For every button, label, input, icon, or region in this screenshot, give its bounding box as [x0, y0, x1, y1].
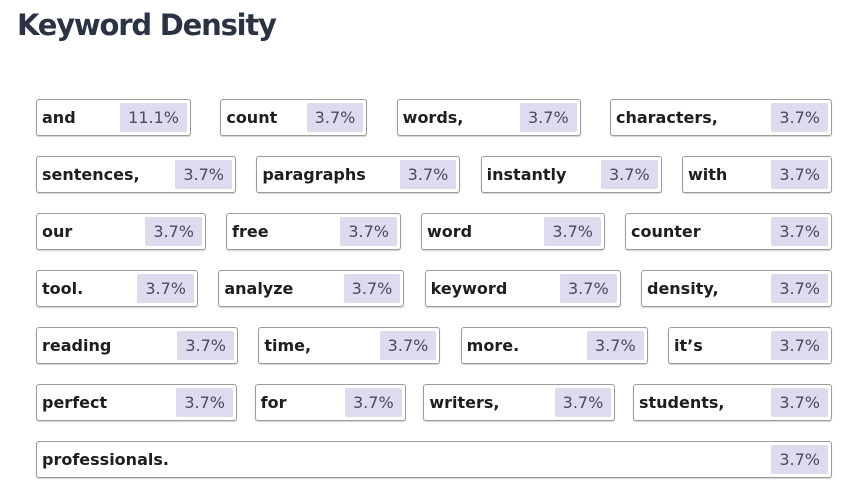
keyword-word: keyword: [430, 279, 508, 298]
keyword-word: time,: [264, 336, 312, 355]
keyword-chip: free 3.7%: [226, 213, 401, 250]
keyword-word: counter: [631, 222, 701, 241]
keyword-word: paragraphs: [262, 165, 366, 184]
keyword-percent-badge: 3.7%: [601, 160, 658, 189]
keyword-chip: it’s 3.7%: [667, 327, 832, 364]
keyword-chip: keyword 3.7%: [424, 270, 621, 307]
keyword-percent-badge: 3.7%: [345, 388, 402, 417]
keyword-percent-badge: 3.7%: [520, 103, 577, 132]
keyword-chip: count 3.7%: [220, 99, 368, 136]
keyword-chip: density, 3.7%: [640, 270, 832, 307]
keyword-percent-badge: 3.7%: [175, 160, 232, 189]
keyword-percent-badge: 3.7%: [771, 274, 828, 303]
keyword-chip: writers, 3.7%: [423, 384, 616, 421]
keyword-chip: students, 3.7%: [632, 384, 832, 421]
keyword-word: density,: [646, 279, 719, 298]
keyword-percent-badge: 3.7%: [771, 217, 828, 246]
keyword-word: tool.: [42, 279, 84, 298]
keyword-word: more.: [466, 336, 520, 355]
keyword-percent-badge: 3.7%: [343, 274, 401, 303]
keyword-word: our: [42, 222, 73, 241]
keyword-percent-badge: 3.7%: [771, 103, 828, 132]
keyword-percent-badge: 3.7%: [587, 331, 644, 360]
keyword-row: reading 3.7% time, 3.7% more. 3.7% it’s 3.7%: [36, 327, 832, 364]
keyword-chip: paragraphs 3.7%: [256, 156, 461, 193]
keyword-chip: tool. 3.7%: [36, 270, 198, 307]
keyword-chip: characters, 3.7%: [609, 99, 832, 136]
keyword-chip: with 3.7%: [681, 156, 832, 193]
keyword-percent-badge: 3.7%: [560, 274, 617, 303]
keyword-percent-badge: 3.7%: [554, 388, 612, 417]
keyword-percent-badge: 3.7%: [399, 160, 457, 189]
keyword-percent-badge: 3.7%: [771, 331, 828, 360]
keyword-chip: professionals. 3.7%: [36, 441, 832, 478]
keyword-percent-badge: 11.1%: [120, 103, 187, 132]
keyword-chip: for 3.7%: [254, 384, 406, 421]
keyword-word: reading: [42, 336, 112, 355]
keyword-word: and: [42, 108, 76, 127]
keyword-row: professionals. 3.7%: [36, 441, 832, 478]
keyword-chip: reading 3.7%: [36, 327, 238, 364]
keyword-word: characters,: [615, 108, 718, 127]
keyword-chip: instantly 3.7%: [480, 156, 662, 193]
keyword-word: instantly: [486, 165, 567, 184]
keyword-word: words,: [402, 108, 464, 127]
keyword-row: sentences, 3.7% paragraphs 3.7% instantly 3.7…: [36, 156, 832, 193]
keyword-percent-badge: 3.7%: [137, 274, 194, 303]
keyword-word: sentences,: [42, 165, 140, 184]
keyword-row: perfect 3.7% for 3.7% writers, 3.7% students, 3…: [36, 384, 832, 421]
keyword-chip: sentences, 3.7%: [36, 156, 236, 193]
keyword-chip: analyze 3.7%: [218, 270, 405, 307]
keyword-percent-badge: 3.7%: [306, 103, 364, 132]
keyword-percent-badge: 3.7%: [771, 445, 828, 474]
keyword-chip: our 3.7%: [36, 213, 206, 250]
keyword-density-list: and 11.1% count 3.7% words, 3.7% characters, 3.…: [36, 99, 832, 498]
keyword-percent-badge: 3.7%: [177, 331, 234, 360]
keyword-percent-badge: 3.7%: [771, 160, 828, 189]
keyword-word: with: [687, 165, 728, 184]
keyword-word: for: [260, 393, 287, 412]
page-title: Keyword Density: [17, 8, 277, 42]
keyword-row: tool. 3.7% analyze 3.7% keyword 3.7% density, 3…: [36, 270, 832, 307]
keyword-percent-badge: 3.7%: [340, 217, 397, 246]
keyword-percent-badge: 3.7%: [771, 388, 828, 417]
keyword-percent-badge: 3.7%: [176, 388, 233, 417]
keyword-chip: perfect 3.7%: [36, 384, 237, 421]
keyword-word: students,: [638, 393, 725, 412]
keyword-chip: time, 3.7%: [258, 327, 441, 364]
keyword-chip: and 11.1%: [36, 99, 191, 136]
keyword-word: perfect: [42, 393, 108, 412]
keyword-word: count: [226, 108, 278, 127]
keyword-chip: words, 3.7%: [396, 99, 581, 136]
keyword-percent-badge: 3.7%: [145, 217, 202, 246]
keyword-row: and 11.1% count 3.7% words, 3.7% characters, 3.…: [36, 99, 832, 136]
keyword-chip: more. 3.7%: [460, 327, 648, 364]
keyword-word: word: [427, 222, 473, 241]
keyword-percent-badge: 3.7%: [544, 217, 601, 246]
keyword-word: free: [232, 222, 269, 241]
keyword-word: analyze: [224, 279, 294, 298]
keyword-chip: counter 3.7%: [625, 213, 832, 250]
keyword-word: writers,: [429, 393, 500, 412]
keyword-row: our 3.7% free 3.7% word 3.7% counter 3.7%: [36, 213, 832, 250]
keyword-word: it’s: [673, 336, 703, 355]
keyword-chip: word 3.7%: [421, 213, 605, 250]
keyword-word: professionals.: [42, 450, 169, 469]
keyword-percent-badge: 3.7%: [379, 331, 437, 360]
